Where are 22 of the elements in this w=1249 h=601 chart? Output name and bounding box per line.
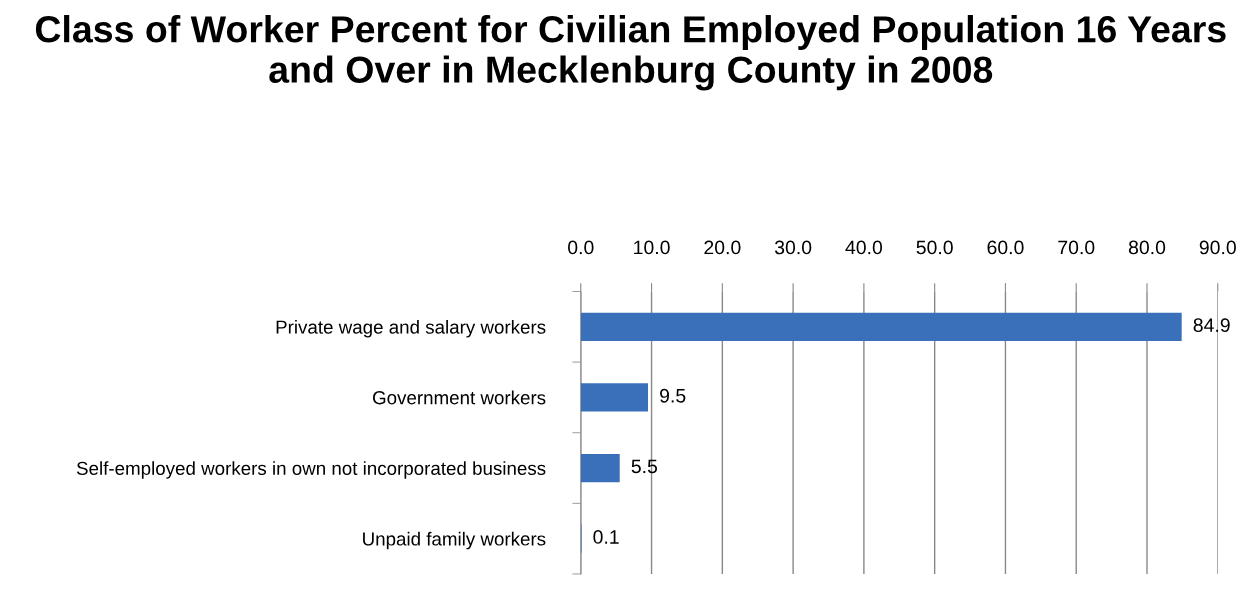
data-label: 0.1: [593, 530, 619, 544]
x-tick-label: 30.0: [774, 240, 812, 255]
x-tick-label: 60.0: [987, 240, 1024, 255]
y-tick-label: Unpaid family workers: [363, 531, 546, 550]
x-tick-label: 0.0: [568, 240, 594, 255]
x-tick-label: 50.0: [916, 240, 953, 255]
x-tick-label: 10.0: [634, 240, 670, 255]
bar: [580, 453, 620, 483]
bar: [580, 383, 649, 412]
bar: [580, 312, 1182, 341]
chart-title: Class of Worker Percent for Civilian Employed Population 16 Years and Over in Mecklenburg County in 2008: [35, 15, 1226, 91]
y-tick-label: Government workers: [373, 390, 546, 405]
data-label: 9.5: [660, 388, 686, 403]
x-tick-label: 20.0: [704, 240, 741, 255]
y-tick-label: Private wage and salary workers: [276, 320, 546, 338]
x-tick-label: 90.0: [1199, 240, 1236, 255]
data-label: 84.9: [1193, 318, 1230, 333]
y-tick-label: Self-employed workers in own not incorporated business: [76, 461, 546, 479]
x-tick-label: 70.0: [1058, 240, 1095, 255]
x-tick-label: 80.0: [1128, 240, 1166, 255]
data-label: 5.5: [631, 459, 658, 474]
x-tick-label: 40.0: [845, 240, 883, 255]
